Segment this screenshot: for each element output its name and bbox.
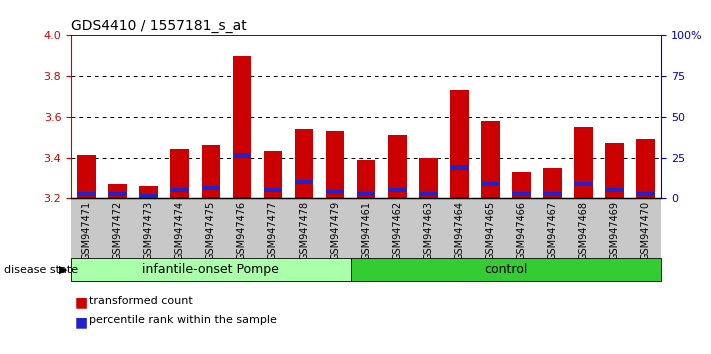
- Bar: [232, 56, 251, 198]
- Bar: [543, 168, 562, 198]
- Bar: [201, 186, 220, 190]
- Bar: [636, 139, 655, 198]
- Bar: [295, 129, 314, 198]
- Text: control: control: [484, 263, 528, 276]
- Bar: [201, 145, 220, 198]
- Bar: [171, 149, 189, 198]
- Text: percentile rank within the sample: percentile rank within the sample: [89, 315, 277, 325]
- Text: infantile-onset Pompe: infantile-onset Pompe: [142, 263, 279, 276]
- Text: ▶: ▶: [59, 265, 68, 275]
- Bar: [512, 192, 531, 196]
- Bar: [77, 192, 96, 196]
- Text: GDS4410 / 1557181_s_at: GDS4410 / 1557181_s_at: [71, 19, 247, 33]
- Bar: [512, 172, 531, 198]
- Bar: [139, 186, 158, 198]
- Bar: [326, 190, 344, 194]
- Text: ■: ■: [75, 315, 87, 329]
- Text: disease state: disease state: [4, 265, 77, 275]
- Bar: [388, 188, 407, 192]
- Bar: [450, 90, 469, 198]
- Bar: [481, 182, 500, 186]
- Bar: [605, 143, 624, 198]
- Bar: [574, 182, 593, 186]
- Bar: [357, 160, 375, 198]
- Bar: [388, 135, 407, 198]
- Bar: [419, 192, 437, 196]
- Bar: [605, 188, 624, 192]
- Bar: [264, 188, 282, 192]
- Bar: [326, 131, 344, 198]
- Bar: [357, 192, 375, 196]
- Bar: [295, 180, 314, 184]
- Bar: [232, 153, 251, 158]
- Bar: [139, 194, 158, 199]
- Bar: [543, 192, 562, 196]
- Bar: [108, 184, 127, 198]
- Bar: [264, 152, 282, 198]
- Bar: [481, 121, 500, 198]
- Bar: [574, 127, 593, 198]
- Bar: [450, 165, 469, 170]
- Bar: [108, 192, 127, 196]
- Bar: [171, 188, 189, 192]
- Bar: [636, 192, 655, 196]
- Bar: [77, 155, 96, 198]
- Text: transformed count: transformed count: [89, 296, 193, 306]
- Text: ■: ■: [75, 296, 87, 310]
- Bar: [419, 158, 437, 198]
